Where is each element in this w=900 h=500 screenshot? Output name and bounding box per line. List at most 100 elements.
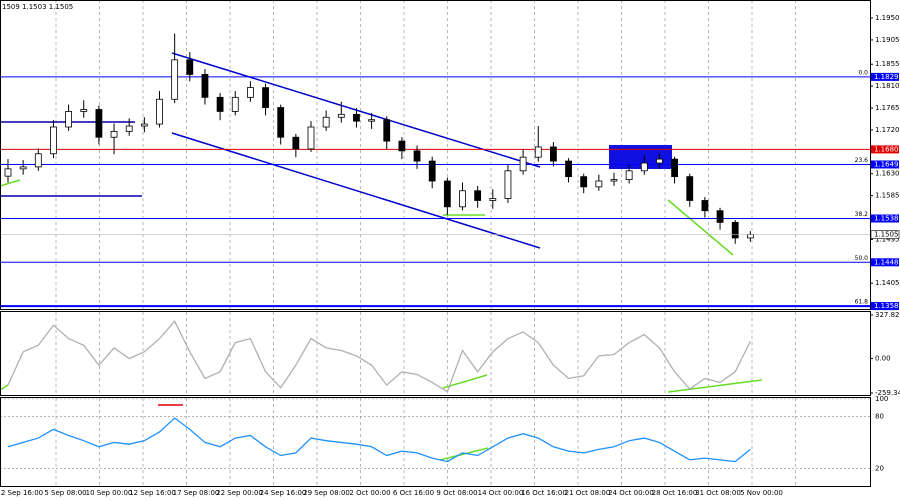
y-tick-label: 1.1405 <box>875 279 900 287</box>
candle-body <box>746 234 754 239</box>
candle-body <box>171 59 179 100</box>
y-tick-label: 80 <box>875 412 884 420</box>
candle-body <box>277 107 285 138</box>
candle-body <box>625 170 633 180</box>
candle-body <box>519 156 527 172</box>
y-tick-label: 1.1810 <box>875 82 900 90</box>
divergence <box>667 379 763 393</box>
x-tick-label: 22 Sep 00:00 <box>216 489 263 497</box>
candle-body <box>398 140 406 152</box>
x-tick-label: 6 Oct 16:00 <box>393 489 434 497</box>
y-tick-label: -259.342 <box>875 389 900 397</box>
y-tick-label: 1.1495 <box>875 235 900 243</box>
candle-body <box>50 126 57 155</box>
x-tick-label: 2 Sep 16:00 <box>1 489 43 497</box>
x-tick-label: 24 Oct 00:00 <box>608 489 654 497</box>
price-label: 1.1505 <box>874 231 899 239</box>
candle-body <box>231 96 239 112</box>
candle-body <box>595 180 603 188</box>
candle-body <box>671 158 678 178</box>
candle-body <box>110 130 118 138</box>
y-tick-label: 1.1585 <box>875 192 900 200</box>
price-label-box <box>871 214 899 223</box>
price-label: 1.1358 <box>874 302 899 310</box>
candle-body <box>459 190 466 208</box>
candle-body <box>216 96 224 112</box>
x-tick-label: 14 Oct 00:00 <box>478 489 524 497</box>
channel-lower <box>171 132 541 249</box>
candle-body <box>701 200 709 212</box>
price-label-box <box>871 145 899 154</box>
y-tick-label: 1.1950 <box>875 14 900 22</box>
candle-body <box>716 210 724 223</box>
x-tick-label: 12 Sep 16:00 <box>129 489 176 497</box>
candle-body <box>504 170 512 199</box>
price-label: 1.1538 <box>874 214 899 222</box>
candle-body <box>353 113 360 122</box>
x-tick-label: 21 Oct 08:00 <box>565 489 611 497</box>
candle-body <box>534 146 542 158</box>
x-tick-label: 5 Nov 00:00 <box>740 489 783 497</box>
candle-body <box>140 123 148 127</box>
candle-body <box>550 146 557 162</box>
price-label: 1.1649 <box>874 160 899 168</box>
x-tick-label: 2 Oct 00:00 <box>349 489 390 497</box>
price-label: 1.1448 <box>874 258 899 266</box>
x-tick-label: 10 Sep 00:00 <box>86 489 133 497</box>
price-panel-frame <box>0 0 871 310</box>
zone <box>609 145 672 169</box>
divergence <box>0 179 21 187</box>
x-tick-label: 16 Oct 16:00 <box>521 489 567 497</box>
price-label-box <box>871 302 899 311</box>
candle-body <box>656 158 663 164</box>
candle-body <box>580 176 588 188</box>
fib-label: 38.2 <box>855 211 869 218</box>
x-tick-label: 24 Sep 16:00 <box>260 489 307 497</box>
candle-body <box>65 111 72 128</box>
grid-layer <box>0 0 870 486</box>
y-tick-label: 327.826 <box>875 311 900 319</box>
x-tick-label: 29 Sep 08:00 <box>303 489 350 497</box>
candle-body <box>19 166 27 170</box>
candle-body <box>262 87 269 108</box>
divergence <box>667 199 734 256</box>
candle-body <box>610 179 618 182</box>
candle-body <box>413 150 421 162</box>
price-label: 1.1829 <box>874 73 899 81</box>
fib-label: 61.8 <box>855 299 869 306</box>
divergence <box>0 384 9 391</box>
candle-body <box>307 126 315 150</box>
fib-label: 0.0 <box>858 69 868 76</box>
candle-body <box>565 160 572 178</box>
rsi-line <box>7 417 751 463</box>
candle-body <box>186 59 194 75</box>
candle-body <box>428 160 436 182</box>
x-tick-label: 28 Oct 16:00 <box>652 489 698 497</box>
price-label: 1.1680 <box>874 145 899 153</box>
x-tick-label: 9 Oct 08:00 <box>436 489 477 497</box>
candle-body <box>292 136 300 150</box>
candle-body <box>156 98 163 125</box>
candle-body <box>686 176 694 201</box>
rsi-panel-frame <box>0 397 871 487</box>
candle-body <box>80 109 88 112</box>
y-tick-label: 1.1905 <box>875 36 900 44</box>
x-tick-label: 5 Sep 08:00 <box>44 489 86 497</box>
y-tick-label: 1.1630 <box>875 170 900 178</box>
candle-body <box>34 153 42 168</box>
candle-body <box>4 168 12 177</box>
y-tick-label: 1.1765 <box>875 104 900 112</box>
y-tick-label: 1.1855 <box>875 60 900 68</box>
price-label-box <box>870 230 900 239</box>
cci-panel-frame <box>0 311 871 396</box>
y-tick-label: 100 <box>875 395 888 403</box>
candle-body <box>474 190 482 201</box>
fib-label: 50.0 <box>855 255 869 262</box>
price-label-box <box>871 72 899 81</box>
divergence <box>439 447 489 461</box>
candle-body <box>95 109 103 138</box>
divergence <box>442 374 488 389</box>
y-tick-label: 1.1720 <box>875 126 900 134</box>
